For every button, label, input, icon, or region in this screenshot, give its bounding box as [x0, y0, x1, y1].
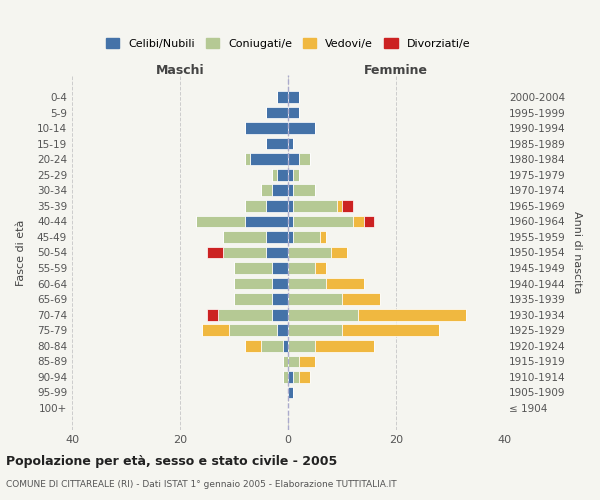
Bar — [288, 200, 293, 211]
Bar — [288, 371, 293, 383]
Bar — [277, 169, 288, 180]
Bar — [277, 324, 288, 336]
Bar — [288, 122, 315, 134]
Bar — [326, 278, 364, 289]
Bar — [272, 309, 288, 320]
Bar — [272, 294, 288, 305]
Bar — [272, 184, 288, 196]
Bar — [342, 200, 353, 211]
Legend: Celibi/Nubili, Coniugati/e, Vedovi/e, Divorziati/e: Celibi/Nubili, Coniugati/e, Vedovi/e, Di… — [103, 34, 473, 52]
Bar — [266, 200, 288, 211]
Bar — [229, 324, 277, 336]
Bar — [288, 231, 293, 243]
Bar — [288, 262, 315, 274]
Bar — [320, 231, 326, 243]
Bar — [234, 278, 272, 289]
Bar — [283, 371, 288, 383]
Bar — [299, 371, 310, 383]
Bar — [288, 138, 293, 149]
Bar — [364, 216, 374, 227]
Bar — [261, 184, 272, 196]
Bar — [245, 122, 288, 134]
Bar — [293, 200, 337, 211]
Bar — [266, 106, 288, 118]
Bar — [342, 324, 439, 336]
Bar — [299, 154, 310, 165]
Bar — [293, 184, 315, 196]
Bar — [261, 340, 283, 351]
Bar — [223, 246, 266, 258]
Bar — [223, 231, 266, 243]
Bar — [218, 309, 272, 320]
Bar — [293, 231, 320, 243]
Bar — [288, 216, 293, 227]
Bar — [288, 340, 315, 351]
Bar — [288, 106, 299, 118]
Bar — [245, 200, 266, 211]
Bar — [288, 356, 299, 367]
Bar — [288, 169, 293, 180]
Bar — [358, 309, 466, 320]
Bar — [266, 138, 288, 149]
Bar — [202, 324, 229, 336]
Bar — [207, 246, 223, 258]
Bar — [272, 278, 288, 289]
Bar — [266, 246, 288, 258]
Bar — [245, 154, 250, 165]
Bar — [288, 386, 293, 398]
Bar — [272, 169, 277, 180]
Bar — [272, 262, 288, 274]
Bar — [315, 262, 326, 274]
Bar — [288, 294, 342, 305]
Bar — [245, 340, 261, 351]
Bar — [283, 340, 288, 351]
Text: Popolazione per età, sesso e stato civile - 2005: Popolazione per età, sesso e stato civil… — [6, 455, 337, 468]
Text: Femmine: Femmine — [364, 64, 428, 76]
Bar — [207, 309, 218, 320]
Bar — [293, 371, 299, 383]
Bar — [299, 356, 315, 367]
Bar — [353, 216, 364, 227]
Text: Maschi: Maschi — [155, 64, 205, 76]
Bar — [288, 309, 358, 320]
Bar — [234, 294, 272, 305]
Bar — [331, 246, 347, 258]
Bar — [288, 278, 326, 289]
Bar — [283, 356, 288, 367]
Bar — [245, 216, 288, 227]
Bar — [293, 169, 299, 180]
Bar — [288, 91, 299, 103]
Bar — [266, 231, 288, 243]
Bar — [293, 216, 353, 227]
Bar — [315, 340, 374, 351]
Bar — [288, 184, 293, 196]
Y-axis label: Anni di nascita: Anni di nascita — [572, 211, 582, 294]
Bar — [234, 262, 272, 274]
Y-axis label: Fasce di età: Fasce di età — [16, 220, 26, 286]
Bar — [288, 246, 331, 258]
Bar — [342, 294, 380, 305]
Bar — [277, 91, 288, 103]
Bar — [196, 216, 245, 227]
Text: COMUNE DI CITTAREALE (RI) - Dati ISTAT 1° gennaio 2005 - Elaborazione TUTTITALIA: COMUNE DI CITTAREALE (RI) - Dati ISTAT 1… — [6, 480, 397, 489]
Bar — [288, 324, 342, 336]
Bar — [250, 154, 288, 165]
Bar — [288, 154, 299, 165]
Bar — [337, 200, 342, 211]
